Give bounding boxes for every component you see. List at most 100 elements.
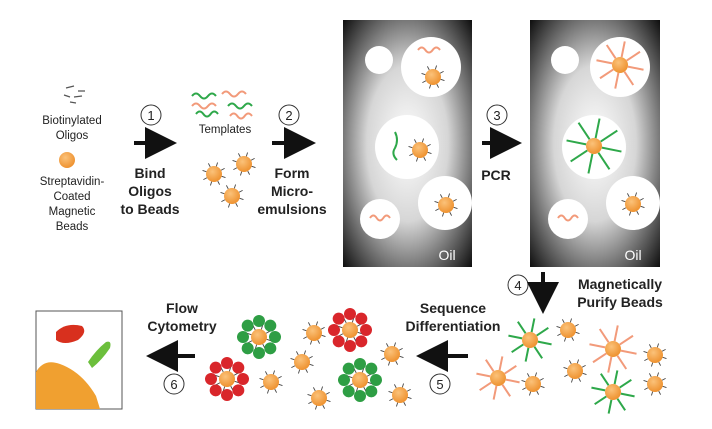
oligo-tick <box>644 387 649 390</box>
oligo-tick <box>238 190 243 193</box>
oligo-tick <box>398 348 403 351</box>
bead <box>408 138 432 162</box>
bead <box>563 359 587 383</box>
oligo-tick <box>639 198 644 201</box>
amplified-bead <box>566 118 622 174</box>
oligo-tick <box>277 376 282 379</box>
amplicon-strand <box>596 59 613 65</box>
oligo-tick <box>527 373 530 378</box>
droplet-template <box>360 199 400 239</box>
oligo-tick <box>208 163 211 168</box>
oligo-tick <box>303 350 306 355</box>
oligo-tick <box>349 383 354 386</box>
template-strand <box>221 90 247 98</box>
amplicon-strand <box>607 399 613 414</box>
bead <box>388 383 412 407</box>
emulsion-panel-after-pcr: Oil <box>530 20 660 267</box>
oligo-tick <box>416 157 419 162</box>
bead-core <box>438 197 454 213</box>
oligo-tick <box>232 160 237 163</box>
oligo-tick <box>223 386 226 391</box>
oil-label-1: Oil <box>438 247 455 263</box>
oligo-tick <box>662 356 667 359</box>
bead <box>380 342 404 366</box>
bead <box>556 318 580 342</box>
amplicon-strand <box>601 146 622 153</box>
step-1-line1: Bind <box>134 165 165 181</box>
probe-dot <box>328 324 340 336</box>
legend-oligos-line1: Biotinylated <box>42 115 101 127</box>
bead-core <box>490 370 506 386</box>
probe-dot <box>332 335 345 348</box>
amplicon-strand <box>613 370 619 385</box>
oligo-tick <box>220 168 225 171</box>
oligo-tick <box>302 329 307 332</box>
step-5-line1: Sequence <box>420 300 486 316</box>
oligo-tick <box>325 392 330 395</box>
template-strand <box>557 214 579 222</box>
oligo-tick <box>247 170 250 175</box>
oligo-tick <box>447 193 450 198</box>
oligo-tick <box>539 378 544 381</box>
oligo-tick <box>396 402 399 407</box>
probe-dot <box>209 384 222 397</box>
bead <box>232 152 256 176</box>
amplicon-strand <box>498 356 504 371</box>
oil-label-2: Oil <box>624 247 641 263</box>
bead <box>247 325 271 349</box>
probe-dot <box>355 312 368 325</box>
step-2-number: 2 <box>285 108 292 123</box>
oligo-tick <box>320 327 325 330</box>
oligo-tick <box>298 369 301 374</box>
oligo-tick <box>210 181 213 186</box>
amplicon-strand <box>598 328 610 343</box>
amplicon-strand <box>592 352 607 364</box>
probe-dot <box>354 358 366 370</box>
oligo-tick <box>262 343 265 348</box>
oligo-tick <box>239 197 244 200</box>
bead-field <box>205 308 667 414</box>
amplicon-strand <box>607 356 613 373</box>
oligo-tick <box>240 171 243 176</box>
bead-core <box>560 322 576 338</box>
oligo-tick <box>221 199 226 202</box>
oligo-tick <box>643 380 648 383</box>
step-1: 1 Bind Oligos to Beads <box>120 104 180 217</box>
probe-dot <box>237 373 249 385</box>
probe-dot <box>355 335 368 348</box>
oligo-tick <box>344 319 347 324</box>
template-strand <box>369 214 391 222</box>
oligo-tick <box>421 73 426 76</box>
oligo-tick <box>574 324 579 327</box>
step-1-number: 1 <box>147 108 154 123</box>
oligo-tick <box>658 361 661 366</box>
oligo-tick <box>308 356 313 359</box>
bead-core <box>605 384 621 400</box>
bead-core <box>567 363 583 379</box>
step-4-line1: Magnetically <box>578 276 662 292</box>
bead <box>643 343 667 367</box>
oligo-tick <box>260 325 263 330</box>
oligo-tick <box>357 331 362 334</box>
step-5-number-circle <box>429 373 451 395</box>
oligo-tick <box>651 391 654 396</box>
bead-core <box>412 142 428 158</box>
bead-core <box>647 376 663 392</box>
oligo-tick <box>403 401 406 406</box>
oligo-tick <box>406 389 411 392</box>
droplet-template-bead <box>375 115 439 179</box>
oligo-tick <box>435 208 440 211</box>
step-1-line3: to Beads <box>120 201 179 217</box>
probe-labeled-bead <box>205 357 249 401</box>
oligo-tick <box>307 394 312 397</box>
oligo-tick <box>436 83 439 88</box>
oligo-tick <box>388 391 393 394</box>
oligo-tick <box>442 212 445 217</box>
step-6-number: 6 <box>170 377 177 392</box>
bead-core <box>294 354 310 370</box>
amplicon-strand <box>600 129 618 143</box>
oligo-tick <box>265 371 268 376</box>
amplicon-strand <box>577 122 591 140</box>
template-strand <box>417 46 441 54</box>
step-6-line1: Flow <box>166 300 198 316</box>
